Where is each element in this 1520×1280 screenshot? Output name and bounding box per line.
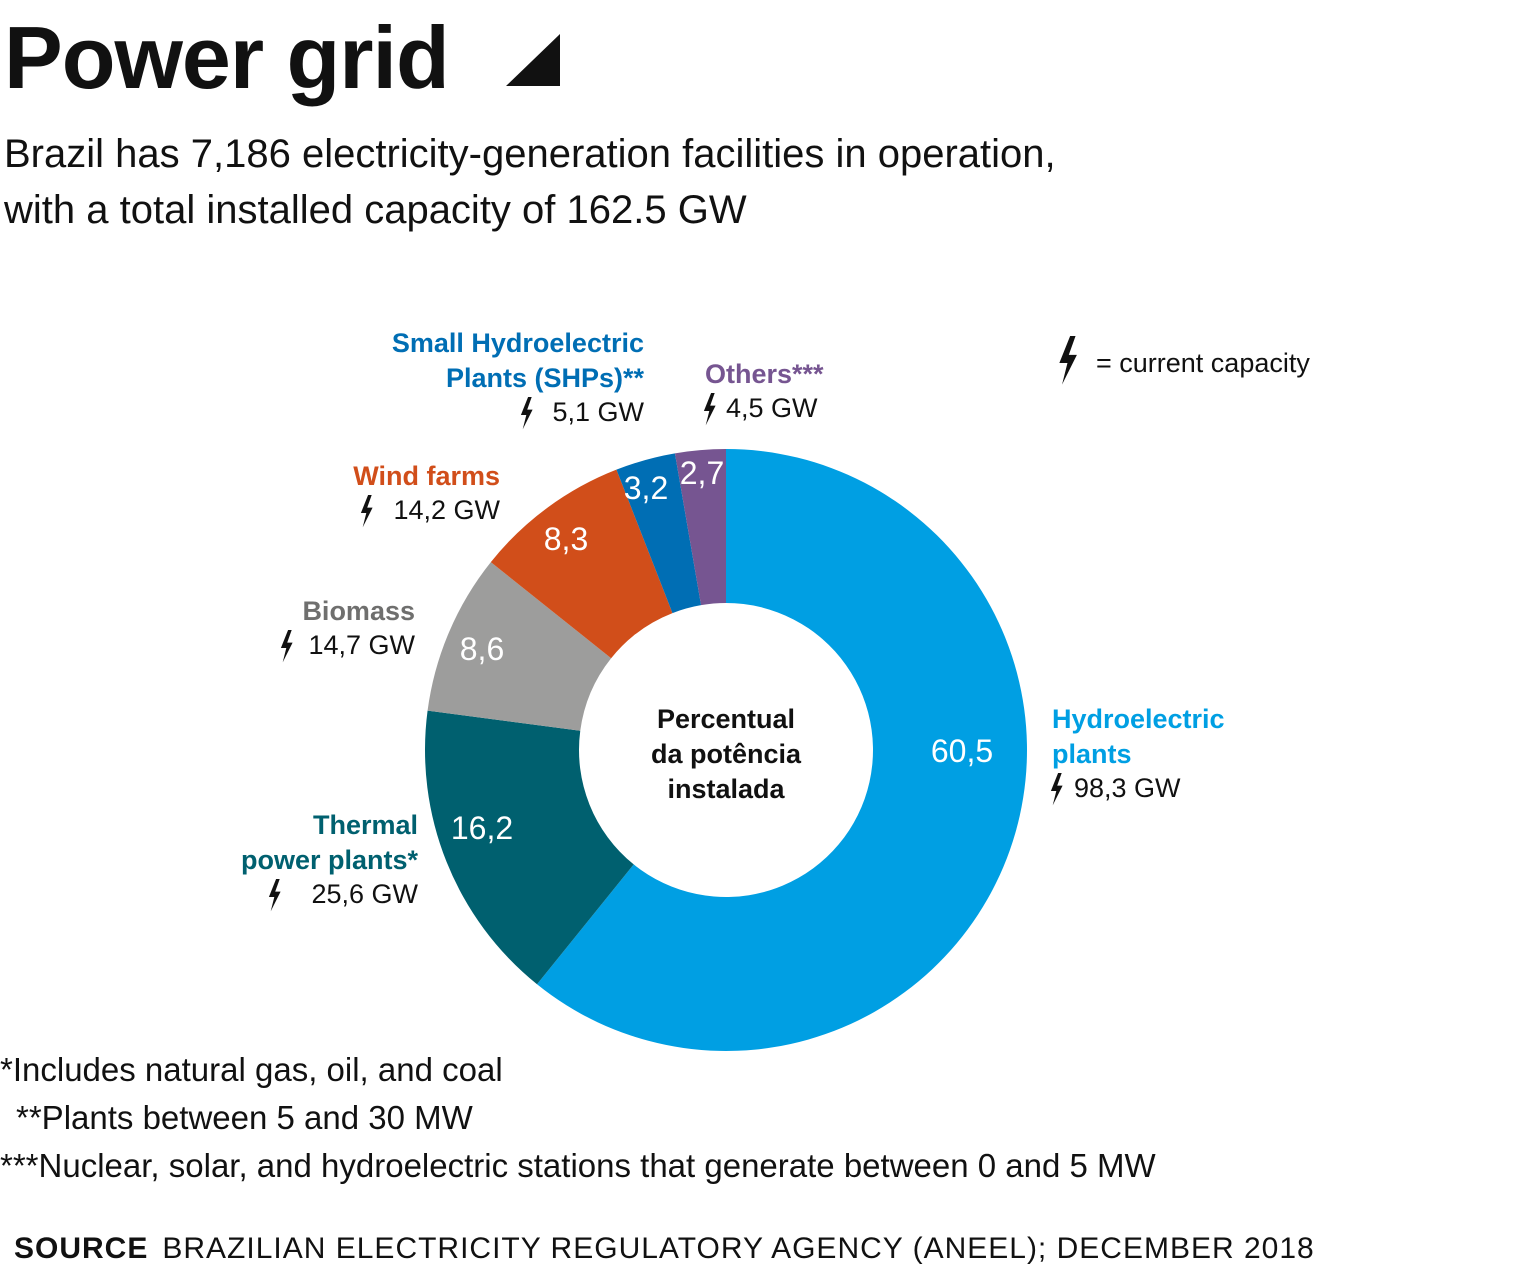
- slice-name-label: Biomass: [302, 596, 415, 626]
- lightning-bolt-icon: [360, 495, 373, 528]
- slice-capacity-label: 14,7 GW: [308, 630, 415, 660]
- slice-wind: [490, 469, 673, 659]
- slice-hydroelectric: [537, 449, 1028, 1052]
- center-label-line: da potência: [651, 739, 802, 769]
- slice-name-label: Others***: [705, 359, 824, 389]
- source-text: BRAZILIAN ELECTRICITY REGULATORY AGENCY …: [162, 1232, 1315, 1265]
- slice-biomass: [427, 562, 612, 731]
- slice-value-label: 16,2: [451, 810, 513, 846]
- legend-text: = current capacity: [1096, 348, 1310, 378]
- lightning-bolt-icon: [280, 630, 293, 663]
- slice-name-label: Plants (SHPs)**: [446, 363, 645, 393]
- footnote-1: *Includes natural gas, oil, and coal: [0, 1051, 503, 1088]
- triangle-icon: [506, 34, 560, 86]
- slice-value-label: 60,5: [931, 733, 993, 769]
- lightning-bolt-icon: [1059, 336, 1077, 385]
- subtitle-line-1: Brazil has 7,186 electricity-generation …: [4, 132, 1056, 176]
- lightning-bolt-icon: [703, 393, 716, 426]
- slice-capacity-label: 98,3 GW: [1074, 773, 1181, 803]
- slice-value-label: 2,7: [680, 455, 724, 491]
- legend: = current capacity: [1059, 336, 1310, 385]
- slice-capacity-label: 14,2 GW: [393, 495, 500, 525]
- center-label-line: instalada: [667, 774, 785, 804]
- slice-others: [674, 449, 726, 606]
- subtitle-line-2: with a total installed capacity of 162.5…: [4, 188, 747, 232]
- lightning-bolt-icon: [520, 397, 533, 430]
- source-label: SOURCE: [14, 1232, 149, 1265]
- footnotes: *Includes natural gas, oil, and coal **P…: [0, 1046, 1156, 1190]
- lightning-bolt-icon: [1050, 773, 1063, 806]
- slice-capacity-label: 5,1 GW: [552, 397, 644, 427]
- lightning-bolt-icon: [268, 879, 281, 912]
- slice-name-label: power plants*: [241, 845, 419, 875]
- slice-name-label: Thermal: [313, 810, 418, 840]
- slice-capacity-label: 25,6 GW: [311, 879, 418, 909]
- slice-capacity-label: 4,5 GW: [726, 393, 818, 423]
- center-label: Percentual da potência instalada: [651, 704, 802, 804]
- slice-name-label: Hydroelectric: [1052, 704, 1225, 734]
- chart-title: Power grid: [4, 8, 450, 107]
- footnote-2: **Plants between 5 and 30 MW: [16, 1099, 473, 1136]
- slice-small-hydro: [616, 453, 702, 614]
- subtitle: Brazil has 7,186 electricity-generation …: [4, 126, 1404, 238]
- source-line: SOURCE BRAZILIAN ELECTRICITY REGULATORY A…: [14, 1232, 1315, 1266]
- footnote-3: ***Nuclear, solar, and hydroelectric sta…: [0, 1147, 1156, 1184]
- slice-name-label: Wind farms: [353, 461, 500, 491]
- slice-name-label: Small Hydroelectric: [392, 328, 644, 358]
- slice-value-label: 8,3: [544, 521, 588, 557]
- slice-value-label: 8,6: [460, 631, 504, 667]
- slice-value-label: 3,2: [624, 470, 668, 506]
- slice-thermal: [425, 710, 634, 985]
- slice-name-label: plants: [1052, 739, 1132, 769]
- center-label-line: Percentual: [657, 704, 795, 734]
